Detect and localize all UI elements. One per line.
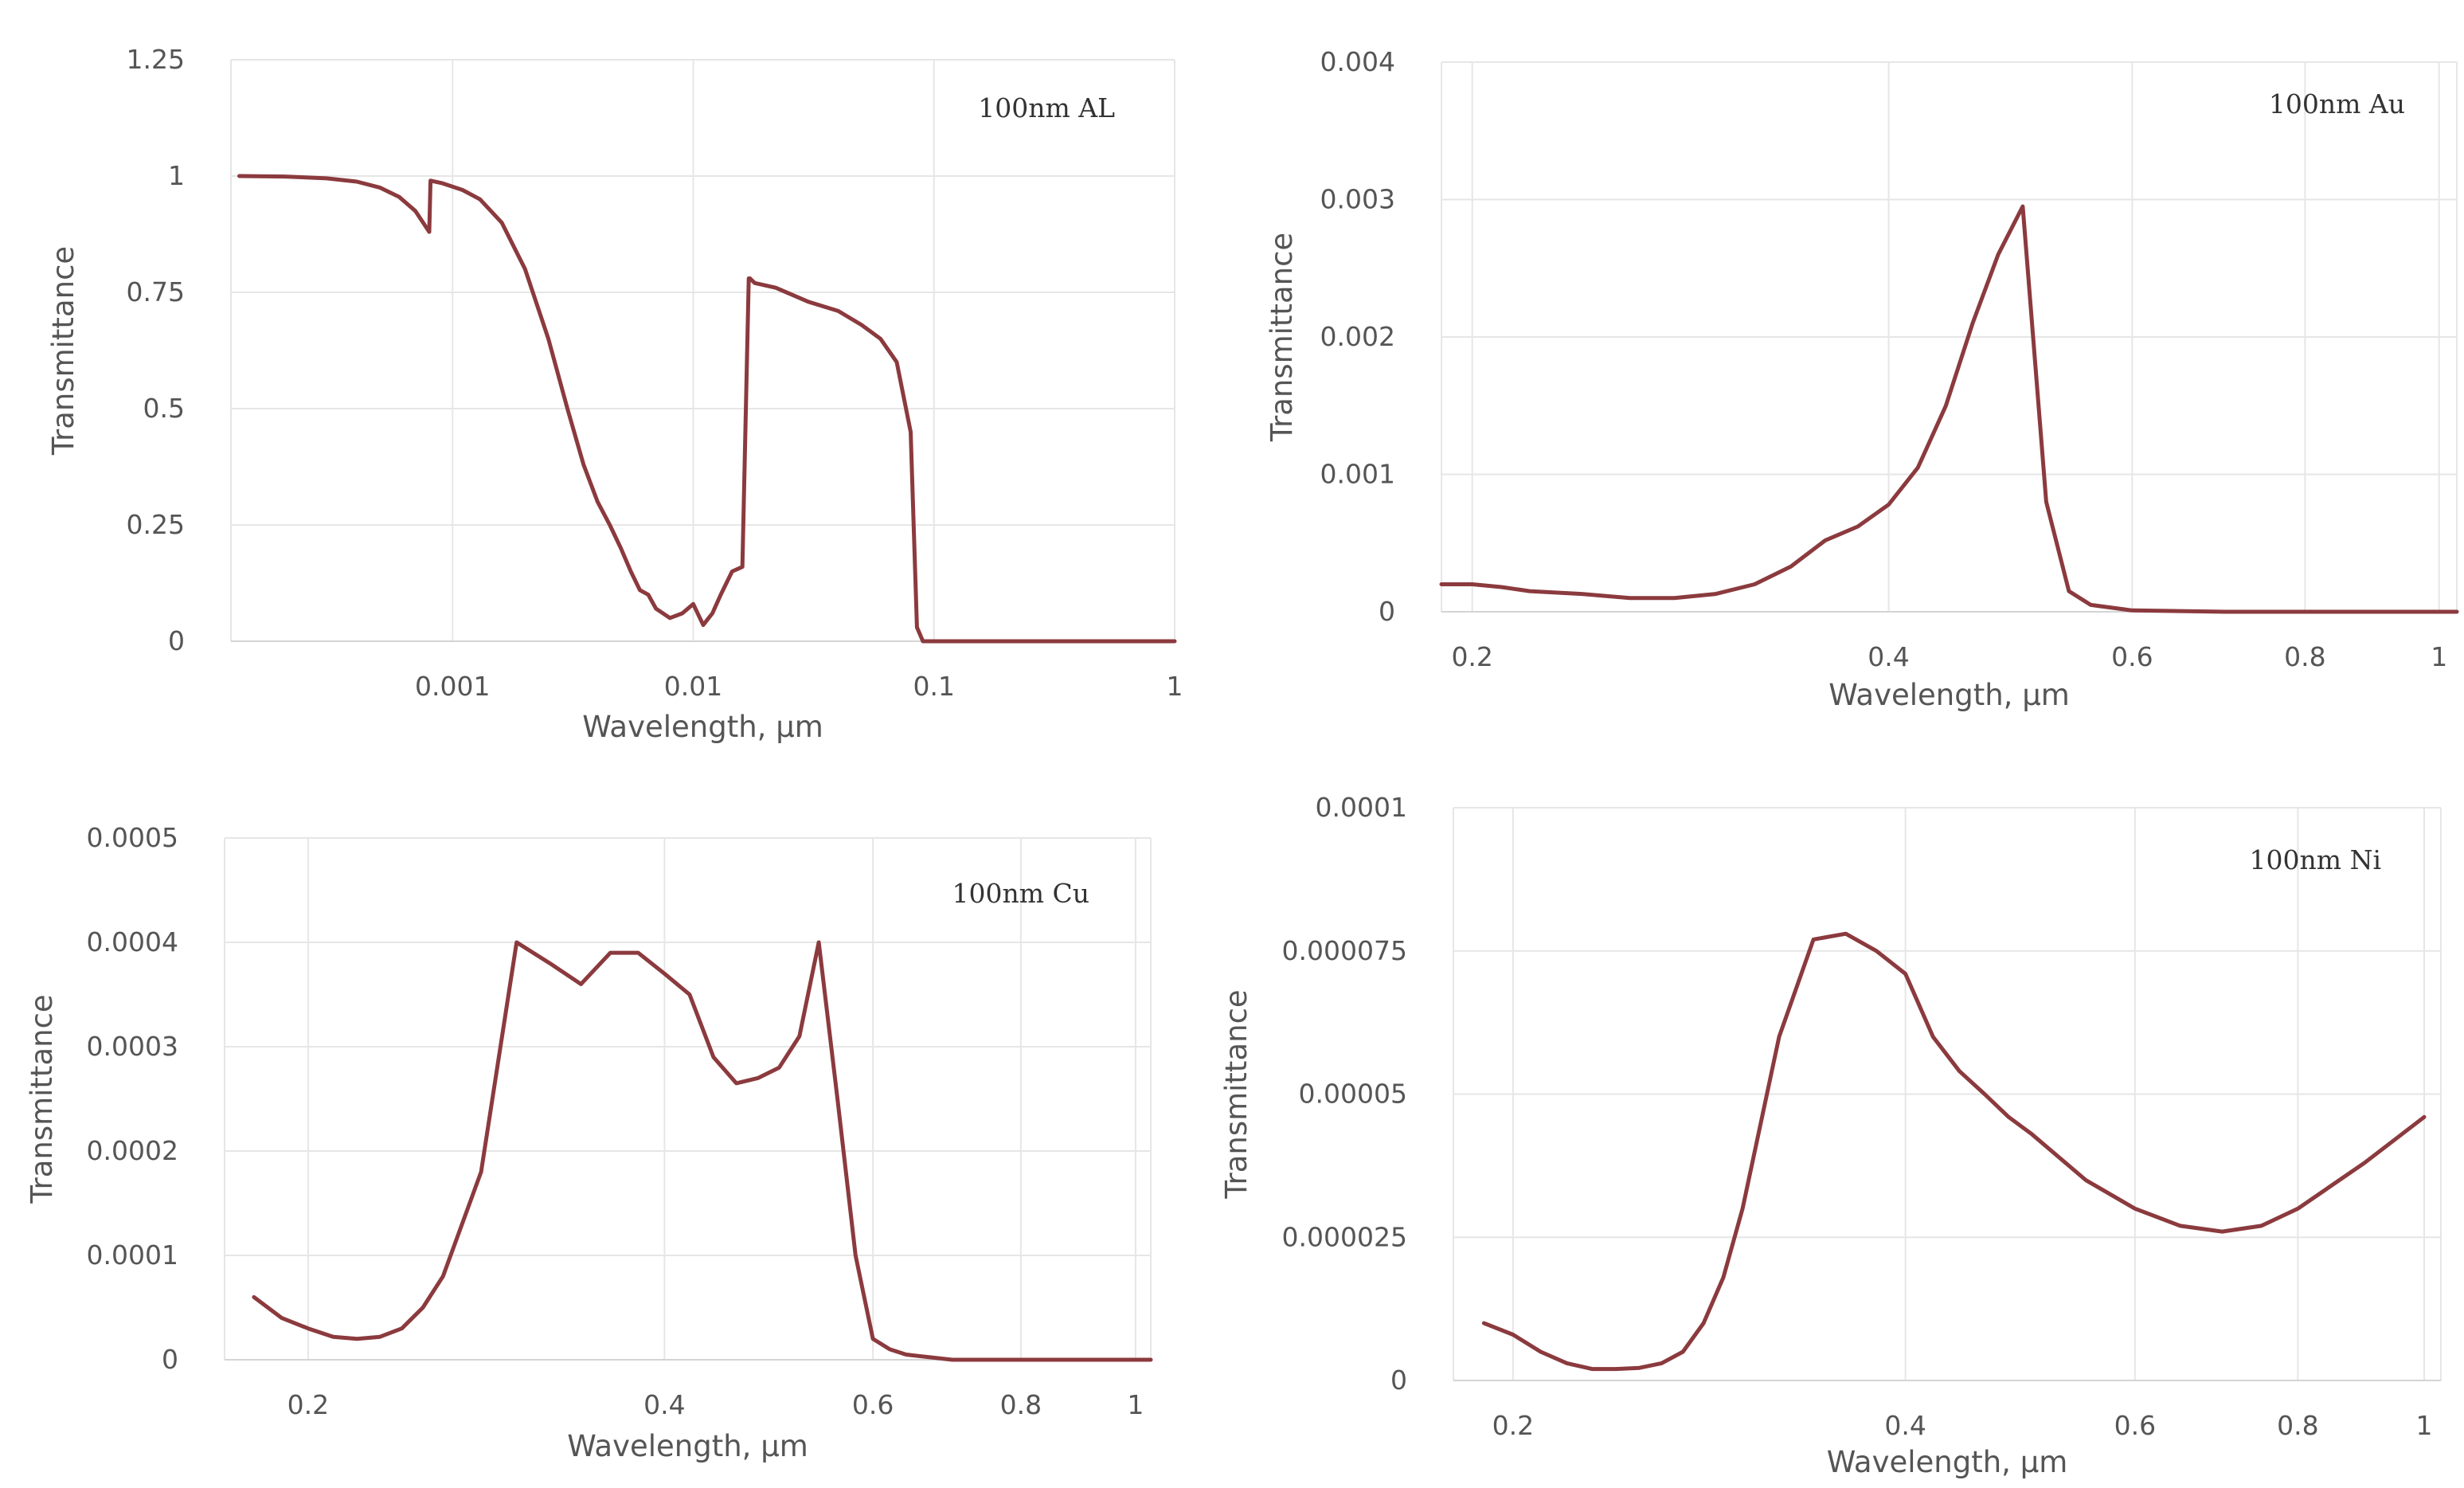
x-tick-label: 0.2 xyxy=(287,1389,329,1420)
gridlines xyxy=(230,59,1175,642)
chart-au-svg: 0 0.001 0.002 0.003 0.004 0.2 0.4 0.6 0.8 1 Wavele… xyxy=(1265,46,2459,712)
y-tick-label: 0.0001 xyxy=(87,1239,178,1271)
x-tick-label: 0.4 xyxy=(1884,1410,1926,1441)
y-tick-label: 0 xyxy=(1379,596,1395,627)
x-axis-label: Wavelength, μm xyxy=(1828,678,2070,712)
x-tick-label: 0.1 xyxy=(913,671,955,702)
y-tick-label: 0 xyxy=(168,625,185,656)
y-tick-label: 0.75 xyxy=(127,276,185,307)
x-tick-label: 0.6 xyxy=(2114,1410,2156,1441)
x-axis-label: Wavelength, μm xyxy=(1827,1445,2068,1479)
y-tick-label: 0 xyxy=(162,1344,178,1375)
chart-panel-ni: 0 0.000025 0.00005 0.000075 0.0001 0.2 0.4 0.6 0… xyxy=(1195,779,2464,1488)
y-tick-label: 0.00005 xyxy=(1299,1079,1407,1110)
y-tick-label: 0.25 xyxy=(127,509,185,540)
x-tick-label: 1 xyxy=(1127,1389,1144,1420)
gridlines xyxy=(1453,807,2442,1381)
chart-panel-al: 0 0.25 0.5 0.75 1 1.25 0.001 0.01 0.1 1 Wavelength… xyxy=(0,8,1195,757)
chart-ni-svg: 0 0.000025 0.00005 0.000075 0.0001 0.2 0.4 0.6 0… xyxy=(1219,792,2442,1479)
y-tick-label: 0.002 xyxy=(1320,321,1395,352)
y-tick-label: 0.0004 xyxy=(87,926,178,957)
y-tick-label: 0.5 xyxy=(143,393,185,424)
chart-annotation: 100nm AL xyxy=(978,92,1115,123)
x-tick-label: 1 xyxy=(2431,641,2447,672)
x-tick-label: 0.2 xyxy=(1492,1410,1534,1441)
chart-panel-cu: 0 0.0001 0.0002 0.0003 0.0004 0.0005 0.2 0.4 0.6… xyxy=(0,789,1171,1488)
x-tick-label: 0.6 xyxy=(2111,641,2153,672)
chart-cu-svg: 0 0.0001 0.0002 0.0003 0.0004 0.0005 0.2 0.4 0.6… xyxy=(25,822,1153,1463)
series-al-line xyxy=(237,174,1177,644)
series-au-line xyxy=(1439,204,2459,614)
x-tick-label: 0.4 xyxy=(1868,641,1909,672)
x-tick-label: 0.2 xyxy=(1451,641,1492,672)
y-tick-label: 0.0003 xyxy=(87,1031,178,1062)
x-tick-label: 0.8 xyxy=(2277,1410,2318,1441)
chart-annotation: 100nm Au xyxy=(2269,88,2405,119)
x-tick-label: 0.01 xyxy=(664,671,722,702)
x-tick-label: 0.8 xyxy=(1000,1389,1042,1420)
gridlines xyxy=(224,837,1152,1361)
y-tick-label: 0.001 xyxy=(1320,459,1395,490)
x-tick-label: 0.4 xyxy=(643,1389,685,1420)
y-tick-label: 0.0001 xyxy=(1316,792,1407,823)
y-tick-label: 0.0005 xyxy=(87,822,178,853)
chart-panel-au: 0 0.001 0.002 0.003 0.004 0.2 0.4 0.6 0.8 1 Wavele… xyxy=(1218,24,2464,749)
x-tick-label: 1 xyxy=(2415,1410,2432,1441)
y-axis-label: Transmittance xyxy=(25,994,59,1204)
series-ni-line xyxy=(1481,931,2427,1372)
x-axis-label: Wavelength, μm xyxy=(567,1429,808,1463)
y-tick-label: 0.000025 xyxy=(1282,1221,1407,1252)
x-axis-label: Wavelength, μm xyxy=(582,710,823,744)
y-tick-label: 0.003 xyxy=(1320,184,1395,215)
x-tick-label: 1 xyxy=(1167,671,1183,702)
y-tick-label: 1.25 xyxy=(127,44,185,75)
chart-al-svg: 0 0.25 0.5 0.75 1 1.25 0.001 0.01 0.1 1 Wavelength… xyxy=(46,44,1183,744)
y-axis-label: Transmittance xyxy=(1265,233,1299,442)
y-axis-label: Transmittance xyxy=(46,246,80,456)
x-tick-label: 0.001 xyxy=(415,671,490,702)
gridlines xyxy=(1441,61,2458,613)
x-tick-label: 0.6 xyxy=(852,1389,894,1420)
y-tick-label: 0 xyxy=(1390,1365,1407,1396)
y-tick-label: 0.004 xyxy=(1320,46,1395,77)
chart-annotation: 100nm Ni xyxy=(2250,844,2381,875)
y-tick-label: 1 xyxy=(168,160,185,191)
x-tick-label: 0.8 xyxy=(2284,641,2325,672)
y-axis-label: Transmittance xyxy=(1219,989,1254,1199)
series-cu-line xyxy=(252,940,1153,1362)
chart-annotation: 100nm Cu xyxy=(952,878,1089,909)
y-tick-label: 0.000075 xyxy=(1282,935,1407,966)
y-tick-label: 0.0002 xyxy=(87,1135,178,1166)
